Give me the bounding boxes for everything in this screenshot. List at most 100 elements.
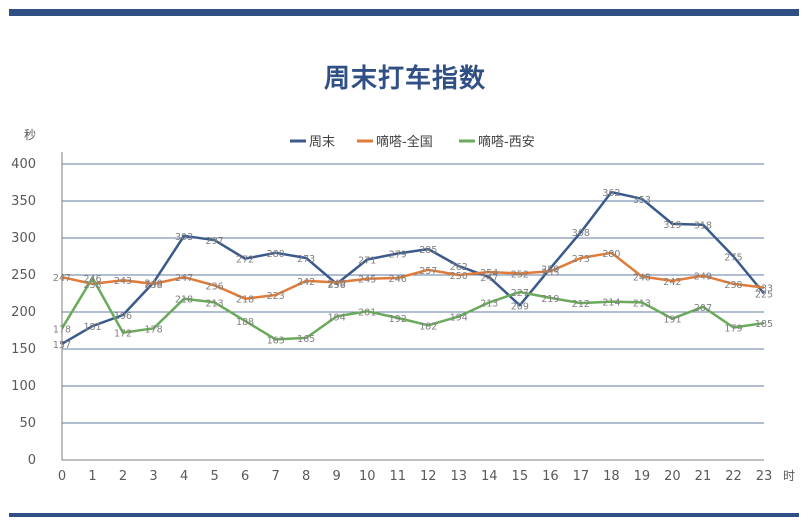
y-tick-label: 250 (11, 268, 36, 283)
data-label: 273 (297, 254, 315, 265)
data-label: 192 (389, 314, 407, 325)
legend-label: 嘀嗒-西安 (478, 135, 535, 150)
data-label: 194 (450, 312, 468, 323)
data-label: 163 (267, 335, 285, 346)
data-label: 272 (236, 255, 254, 266)
x-tick-label: 1 (88, 469, 96, 484)
y-tick-label: 100 (11, 379, 36, 394)
data-label: 207 (694, 303, 712, 314)
legend-label: 嘀嗒-全国 (376, 134, 433, 150)
x-tick-label: 13 (451, 469, 468, 484)
data-label: 181 (83, 322, 101, 333)
data-label: 218 (175, 295, 193, 306)
x-tick-label: 9 (333, 469, 341, 484)
y-axis-unit: 秒 (24, 128, 36, 142)
y-tick-label: 0 (28, 453, 36, 468)
y-tick-label: 350 (11, 194, 36, 209)
x-tick-label: 8 (302, 469, 310, 484)
data-label: 182 (419, 321, 437, 332)
data-label: 178 (144, 324, 162, 335)
data-label: 243 (114, 276, 132, 287)
data-label: 318 (694, 221, 712, 232)
data-label: 303 (175, 232, 193, 243)
x-tick-label: 16 (542, 469, 559, 484)
data-label: 279 (389, 250, 407, 261)
data-label: 255 (541, 267, 559, 278)
data-label: 209 (511, 301, 529, 312)
data-label: 246 (389, 274, 407, 285)
y-tick-label: 200 (11, 305, 36, 320)
data-label: 247 (480, 273, 498, 284)
data-label: 297 (206, 236, 224, 247)
data-label: 227 (511, 288, 529, 299)
data-label: 250 (450, 271, 468, 282)
data-label: 178 (53, 324, 71, 335)
data-label: 213 (206, 298, 224, 309)
data-label: 213 (480, 298, 498, 309)
data-label: 252 (511, 270, 529, 281)
x-tick-label: 17 (573, 469, 590, 484)
data-label: 245 (358, 275, 376, 286)
data-label: 212 (572, 299, 590, 310)
y-tick-label: 300 (11, 231, 36, 246)
series-line (61, 190, 765, 345)
data-label: 196 (114, 311, 132, 322)
x-tick-label: 2 (119, 469, 127, 484)
data-label: 319 (663, 220, 681, 231)
x-tick-label: 12 (420, 469, 437, 484)
data-label: 238 (724, 280, 742, 291)
data-label: 165 (297, 334, 315, 345)
data-label: 225 (755, 290, 773, 301)
data-label: 194 (328, 312, 346, 323)
data-label: 254 (480, 268, 498, 279)
data-label: 242 (297, 277, 315, 288)
data-label: 238 (328, 280, 346, 291)
x-tick-label: 7 (272, 469, 280, 484)
x-tick-label: 22 (725, 469, 742, 484)
data-label: 275 (724, 253, 742, 264)
data-label: 285 (419, 245, 437, 256)
data-label: 188 (236, 317, 254, 328)
data-label: 271 (358, 255, 376, 266)
x-tick-label: 11 (389, 469, 406, 484)
data-label: 233 (755, 284, 773, 295)
data-label: 223 (267, 291, 285, 302)
top-accent-bar (9, 9, 799, 16)
x-tick-label: 14 (481, 469, 498, 484)
x-tick-label: 5 (210, 469, 218, 484)
data-label: 201 (358, 307, 376, 318)
data-label: 172 (114, 329, 132, 340)
data-label: 179 (724, 324, 742, 335)
data-label: 213 (633, 298, 651, 309)
x-tick-label: 4 (180, 469, 188, 484)
x-tick-label: 23 (756, 469, 773, 484)
data-label: 259 (541, 264, 559, 275)
x-tick-label: 10 (359, 469, 376, 484)
data-label: 240 (328, 278, 346, 289)
data-label: 219 (541, 294, 559, 305)
data-label: 214 (602, 298, 620, 309)
legend-label: 周末 (309, 135, 335, 150)
y-tick-label: 150 (11, 342, 36, 357)
chart-title: 周末打车指数 (323, 64, 486, 94)
data-label: 246 (83, 274, 101, 285)
data-label: 249 (694, 272, 712, 283)
y-tick-label: 50 (19, 416, 36, 431)
x-tick-label: 6 (241, 469, 249, 484)
data-label: 362 (602, 188, 620, 199)
data-label: 308 (572, 228, 590, 239)
data-label: 273 (572, 254, 590, 265)
data-label: 262 (450, 262, 468, 273)
data-label: 247 (175, 273, 193, 284)
x-tick-label: 19 (634, 469, 651, 484)
data-label: 353 (633, 195, 651, 206)
y-tick-label: 400 (11, 157, 36, 172)
data-label: 185 (755, 319, 773, 330)
data-label: 238 (83, 280, 101, 291)
x-tick-label: 18 (603, 469, 620, 484)
data-label: 218 (236, 295, 254, 306)
series-line (61, 251, 765, 300)
data-label: 257 (419, 266, 437, 277)
data-label: 238 (144, 280, 162, 291)
